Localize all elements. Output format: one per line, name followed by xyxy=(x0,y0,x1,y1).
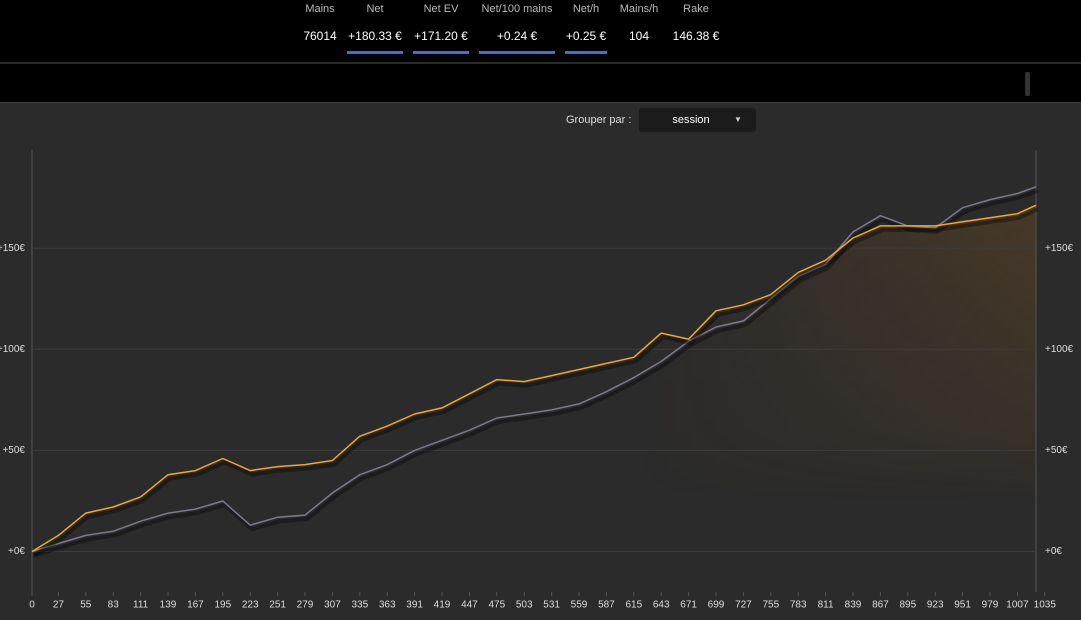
chart: +0€ +0€ +50€ +50€ +100€ +100€ +150€ +150€ 0 27 55 8… xyxy=(0,150,1074,611)
y-tick-label: +0€ xyxy=(8,546,25,557)
stat-underline xyxy=(565,51,607,54)
x-tick-label: 111 xyxy=(133,600,149,611)
x-tick-label: 895 xyxy=(899,600,916,611)
x-tick-label: 1035 xyxy=(1034,600,1057,611)
x-tick-label: 447 xyxy=(461,600,478,611)
y-tick-label-right: +100€ xyxy=(1045,344,1074,355)
x-tick-label: 167 xyxy=(187,600,204,611)
x-tick-label: 251 xyxy=(269,600,286,611)
x-tick-label: 475 xyxy=(488,600,505,611)
x-tick-label: 839 xyxy=(845,600,862,611)
dropdown-arrow: ▼ xyxy=(734,115,742,124)
x-tick-label: 783 xyxy=(790,600,807,611)
x-tick-label: 27 xyxy=(53,600,65,611)
x-tick-label: 195 xyxy=(214,600,231,611)
stat-label: Rake xyxy=(683,3,709,15)
stat-value: 76014 xyxy=(303,29,337,43)
x-tick-label: 363 xyxy=(379,600,396,611)
x-tick-label: 671 xyxy=(680,600,697,611)
stat-value: 104 xyxy=(628,29,650,43)
stat-value: +180.33 € xyxy=(348,29,402,43)
x-tick-label: 979 xyxy=(982,600,999,611)
x-tick-label: 587 xyxy=(598,600,615,611)
x-tick-label: 727 xyxy=(735,600,752,611)
line-shadow xyxy=(32,207,1039,558)
x-tick-label: 307 xyxy=(324,600,341,611)
group-label: Grouper par : xyxy=(566,114,632,126)
x-tick-label: 755 xyxy=(762,600,779,611)
stat-value: +0.25 € xyxy=(565,29,607,43)
x-tick-label: 419 xyxy=(434,600,451,611)
x-tick-label: 867 xyxy=(872,600,889,611)
stat-value: +0.24 € xyxy=(496,29,538,43)
stat-underline xyxy=(479,51,555,54)
series-line xyxy=(31,204,1037,553)
stat-label: Net/h xyxy=(572,3,600,15)
y-tick-label: +50€ xyxy=(2,445,25,456)
x-tick-label: 615 xyxy=(625,600,642,611)
x-tick-label: 335 xyxy=(351,600,368,611)
stat-label: Net EV xyxy=(423,3,459,15)
x-tick-label: 503 xyxy=(516,600,533,611)
series-line xyxy=(31,186,1037,553)
y-tick-label: +100€ xyxy=(0,344,25,355)
stats-bar: Mains 76014 Net +180.33 € Net EV +171.20 € Net… xyxy=(0,0,1081,62)
x-tick-label: 279 xyxy=(297,600,314,611)
area-fill xyxy=(32,205,1036,592)
y-tick-label-right: +0€ xyxy=(1045,546,1062,557)
stat-underline xyxy=(347,51,403,54)
x-tick-label: 923 xyxy=(927,600,944,611)
stat-value: 146.38 € xyxy=(672,29,720,43)
x-tick-label: 139 xyxy=(160,600,177,611)
x-tick-label: 811 xyxy=(818,600,834,611)
scroll-handle[interactable] xyxy=(1025,72,1030,96)
stat-underline xyxy=(413,51,469,54)
stat-label: Net/100 mains xyxy=(481,3,553,15)
x-tick-label: 0 xyxy=(29,600,35,611)
x-tick-label: 699 xyxy=(708,600,725,611)
x-tick-label: 951 xyxy=(954,600,971,611)
x-tick-label: 643 xyxy=(653,600,670,611)
toolbar xyxy=(0,63,1081,103)
x-tick-label: 531 xyxy=(543,600,560,611)
line-shadow xyxy=(33,188,1039,558)
y-tick-label: +150€ xyxy=(0,243,25,254)
group-select[interactable]: session ▼ xyxy=(639,108,756,132)
y-tick-label-right: +50€ xyxy=(1045,445,1068,456)
x-tick-label: 83 xyxy=(108,600,120,611)
stat-label: Mains xyxy=(305,3,335,15)
y-tick-label-right: +150€ xyxy=(1045,243,1074,254)
x-tick-label: 55 xyxy=(80,600,92,611)
stat-label: Net xyxy=(366,3,384,15)
x-tick-label: 223 xyxy=(242,600,259,611)
group-value: session xyxy=(672,114,710,126)
stat-value: +171.20 € xyxy=(414,29,468,43)
x-tick-label: 559 xyxy=(571,600,588,611)
x-tick-label: 391 xyxy=(406,600,423,611)
stat-label: Mains/h xyxy=(619,3,659,15)
x-tick-label: 1007 xyxy=(1006,600,1029,611)
